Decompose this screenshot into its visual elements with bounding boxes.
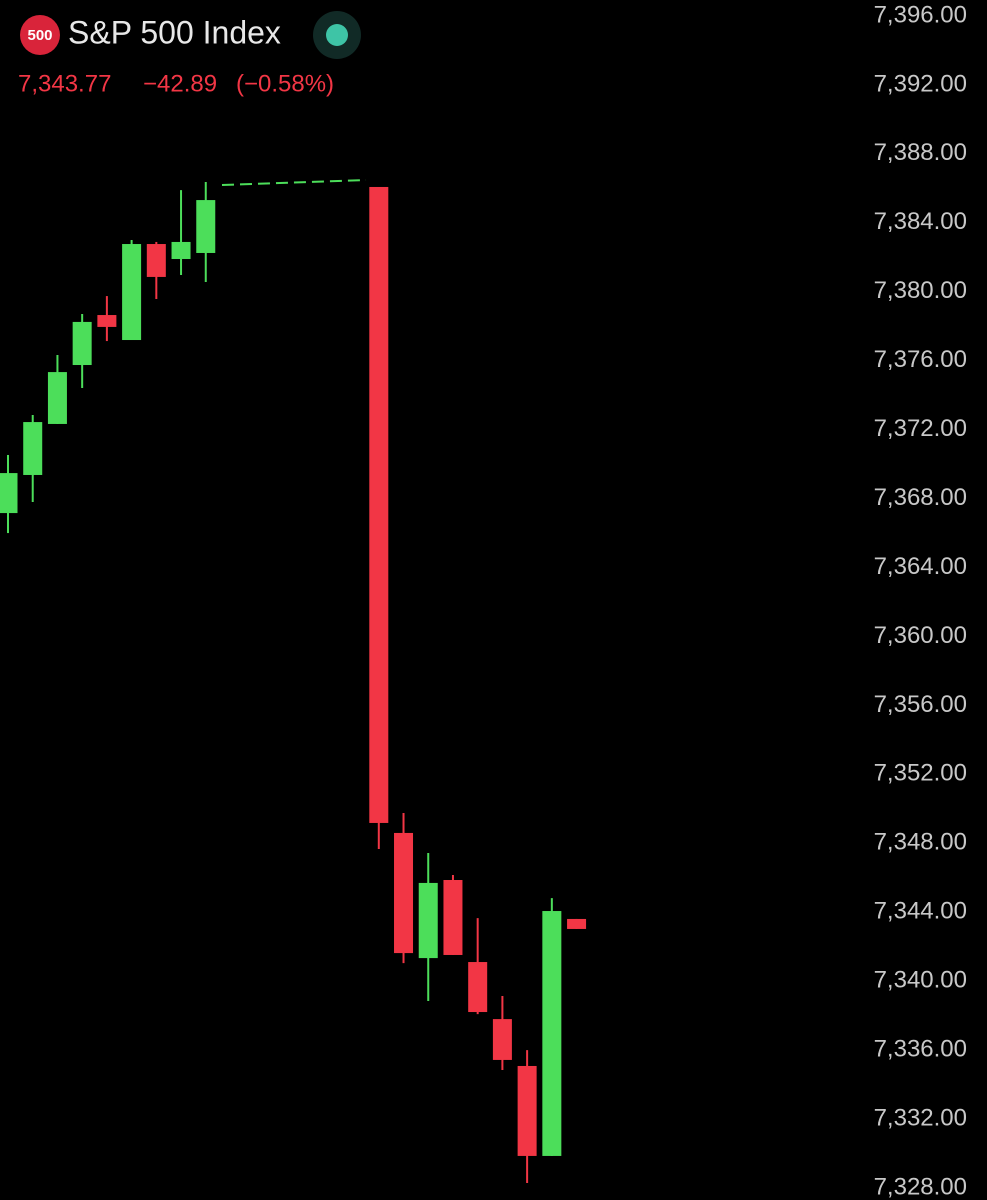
candle-body xyxy=(369,186,389,823)
y-tick-label: 7,364.00 xyxy=(874,553,967,580)
y-tick-label: 7,336.00 xyxy=(874,1035,967,1062)
y-tick-label: 7,392.00 xyxy=(874,70,967,97)
candle-body xyxy=(171,241,191,260)
candle-body xyxy=(517,1065,537,1156)
y-tick-label: 7,352.00 xyxy=(874,760,967,787)
y-tick-label: 7,328.00 xyxy=(874,1173,967,1200)
candle-body xyxy=(443,880,463,955)
y-tick-label: 7,356.00 xyxy=(874,691,967,718)
header-bg xyxy=(0,0,380,105)
candle-body xyxy=(23,422,43,475)
candle-body xyxy=(418,882,438,959)
y-tick-label: 7,332.00 xyxy=(874,1104,967,1131)
candle-body xyxy=(492,1019,512,1060)
candle-body xyxy=(72,321,92,366)
index-title: S&P 500 Index xyxy=(68,14,281,50)
y-tick-label: 7,388.00 xyxy=(874,139,967,166)
extension-line xyxy=(221,179,367,186)
y-tick-label: 7,380.00 xyxy=(874,277,967,304)
icon-label: 500 xyxy=(27,27,52,44)
y-tick-label: 7,340.00 xyxy=(874,967,967,994)
candle-body xyxy=(97,315,117,327)
y-tick-label: 7,344.00 xyxy=(874,898,967,925)
status-dot xyxy=(326,24,348,46)
y-tick-label: 7,376.00 xyxy=(874,346,967,373)
y-tick-label: 7,368.00 xyxy=(874,484,967,511)
y-tick-label: 7,384.00 xyxy=(874,208,967,235)
y-tick-label: 7,348.00 xyxy=(874,829,967,856)
price: 7,343.77 xyxy=(18,70,111,97)
candle-body xyxy=(122,244,142,341)
candle-body xyxy=(196,200,216,253)
candle-body xyxy=(468,962,488,1013)
y-tick-label: 7,396.00 xyxy=(874,1,967,28)
candle-body xyxy=(0,473,18,514)
candle-body xyxy=(47,372,67,424)
candle-body xyxy=(394,832,414,954)
candle-body xyxy=(567,918,587,929)
index-icon xyxy=(20,15,60,55)
candle-body xyxy=(542,911,562,1156)
change-pct: (−0.58%) xyxy=(236,70,334,97)
y-tick-label: 7,360.00 xyxy=(874,622,967,649)
change: −42.89 xyxy=(143,70,217,97)
plot: 7,396.00 7,392.00 7,388.00 7,384.00 7,380.00… xyxy=(0,1,967,1200)
y-tick-label: 7,372.00 xyxy=(874,415,967,442)
candle-body xyxy=(146,244,166,277)
